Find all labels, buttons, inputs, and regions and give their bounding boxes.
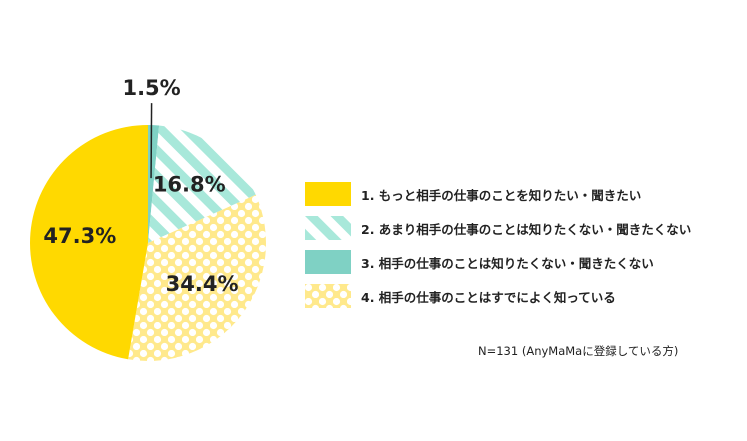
legend-label-4: 4. 相手の仕事のことはすでによく知っている [361, 289, 616, 305]
legend-label-1: 1. もっと相手の仕事のことを知りたい・聞きたい [361, 187, 642, 203]
pie-slice-4 [128, 194, 266, 361]
sample-size-note: N=131 (AnyMaMaに登録している方) [478, 344, 679, 358]
legend-swatch-2 [305, 216, 351, 240]
legend-item-3: 3. 相手の仕事のことは知りたくない・聞きたくない [305, 250, 691, 274]
legend-label-3: 3. 相手の仕事のことは知りたくない・聞きたくない [361, 255, 654, 271]
legend-swatch-4 [305, 284, 351, 308]
leader-line-3 [150, 103, 153, 179]
legend-item-1: 1. もっと相手の仕事のことを知りたい・聞きたい [305, 182, 691, 206]
value-label-3: 1.5% [122, 76, 180, 100]
pie-slice-2 [148, 125, 256, 243]
legend-item-4: 4. 相手の仕事のことはすでによく知っている [305, 284, 691, 308]
legend-item-2: 2. あまり相手の仕事のことは知りたくない・聞きたくない [305, 216, 691, 240]
legend-swatch-3 [305, 250, 351, 274]
pie-slice-1 [29, 124, 149, 360]
legend-label-2: 2. あまり相手の仕事のことは知りたくない・聞きたくない [361, 221, 692, 237]
value-label-2: 16.8% [153, 172, 226, 196]
value-label-1: 47.3% [43, 224, 116, 248]
legend-swatch-1 [305, 182, 351, 206]
value-label-4: 34.4% [166, 272, 239, 296]
legend: 1. もっと相手の仕事のことを知りたい・聞きたい 2. あまり相手の仕事のことは… [305, 182, 691, 318]
